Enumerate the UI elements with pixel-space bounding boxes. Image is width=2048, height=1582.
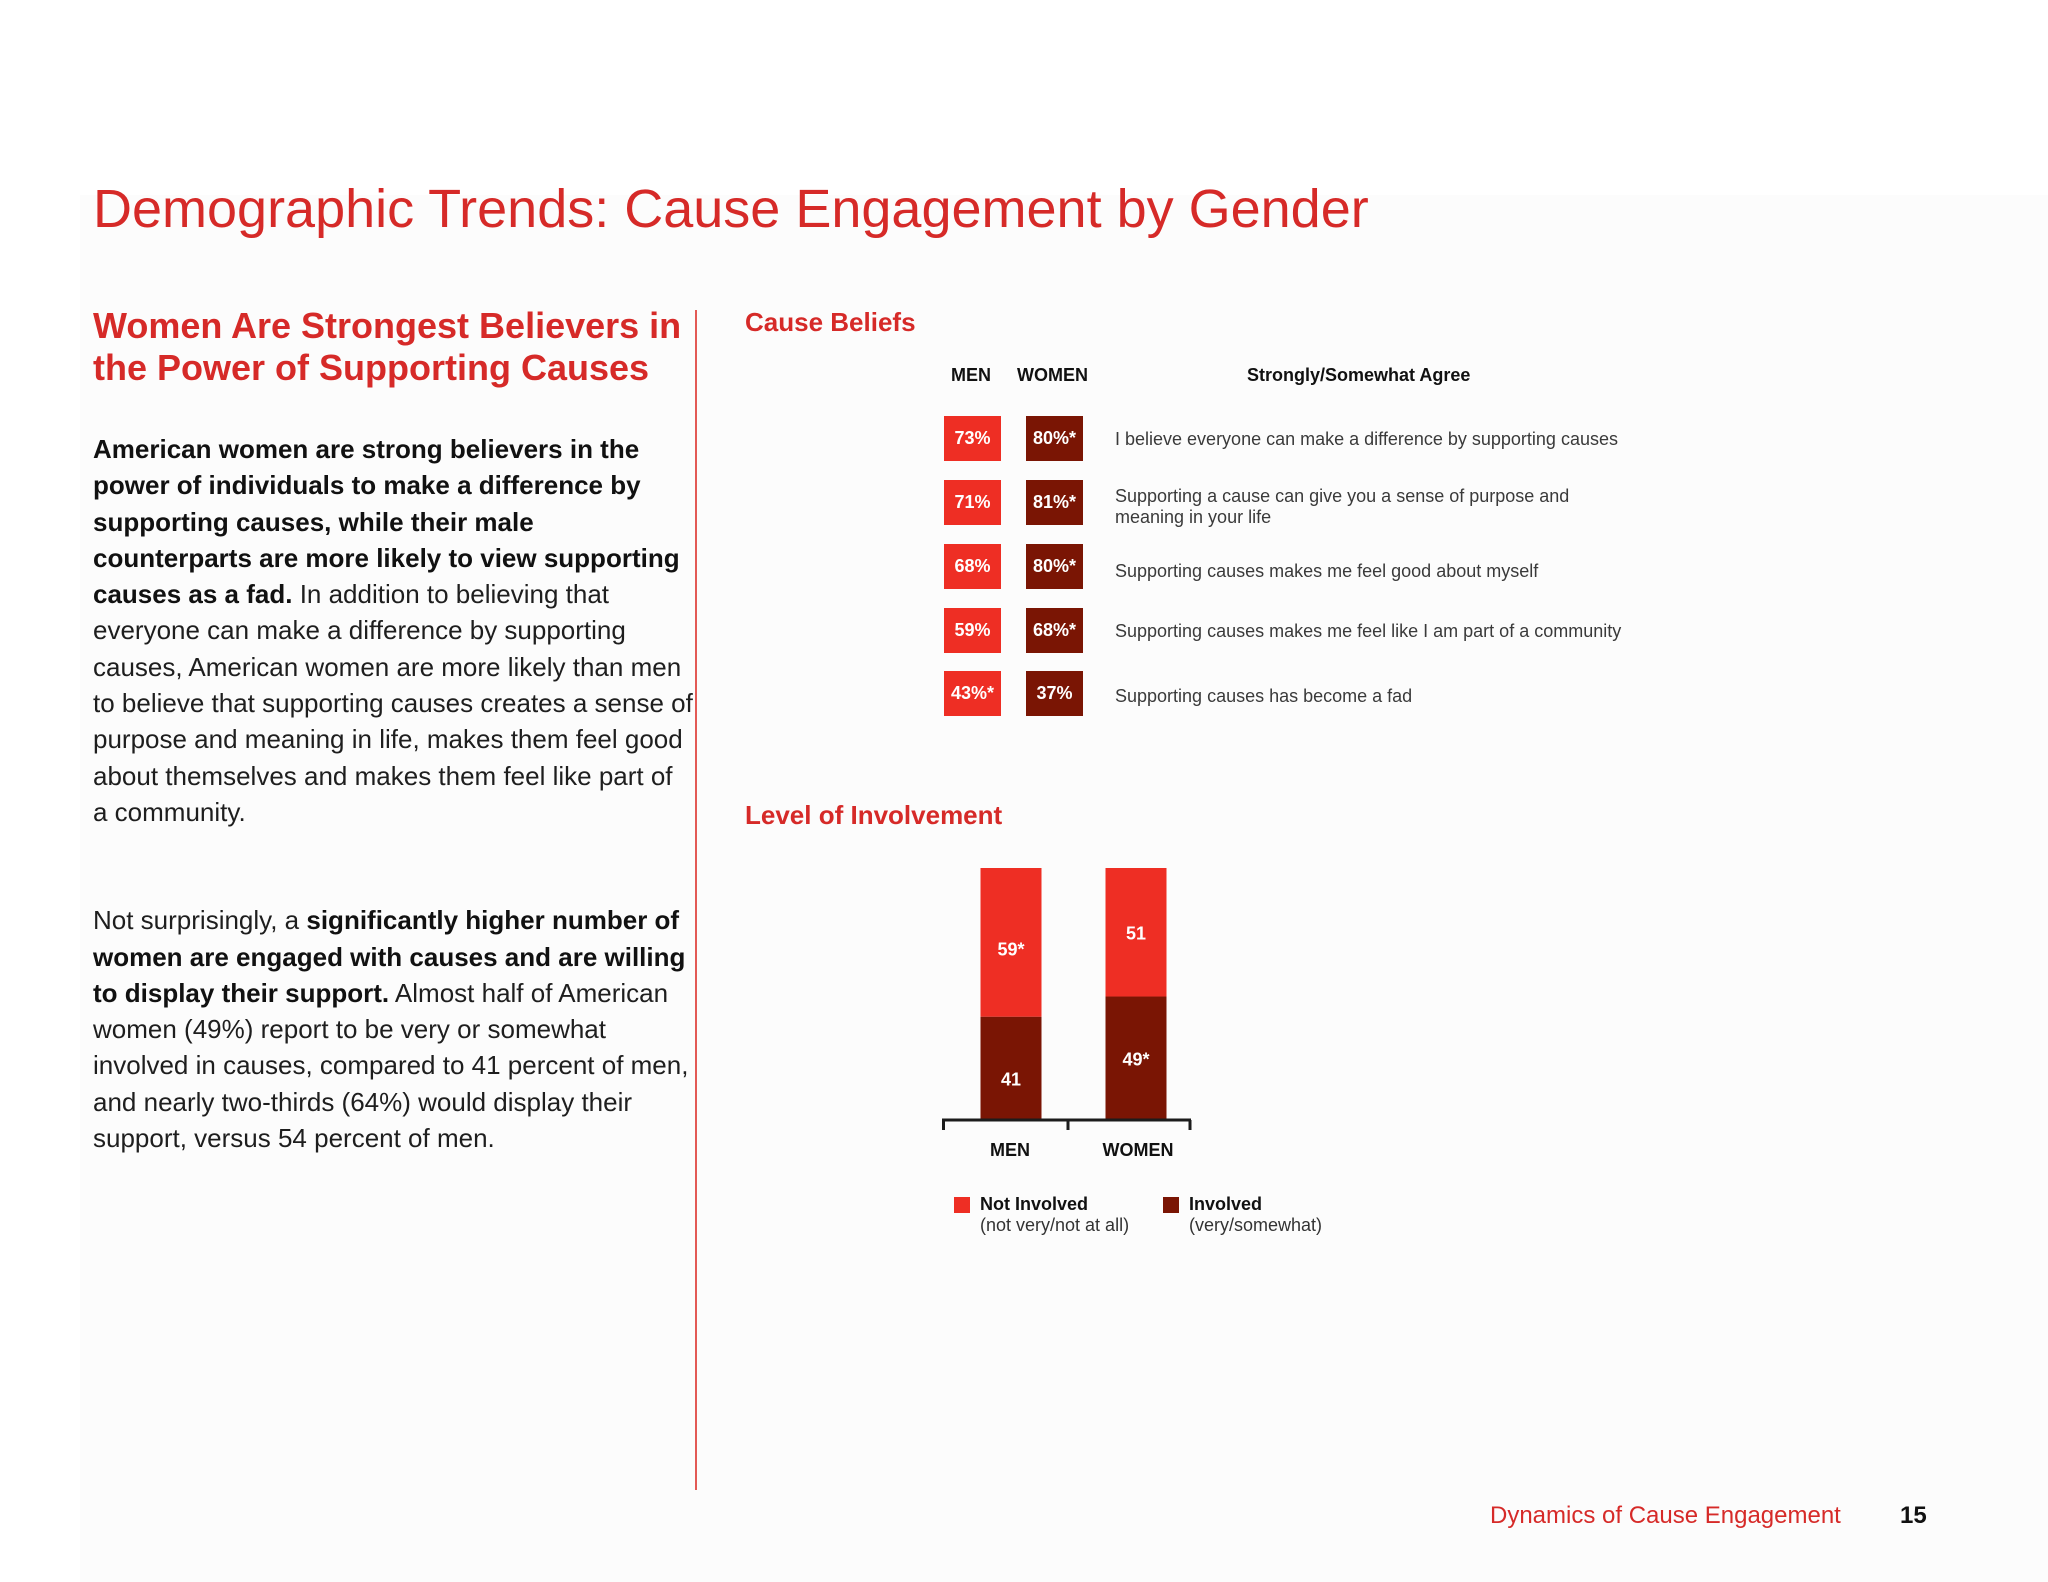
bar-women-not-involved — [1105, 868, 1167, 997]
belief-statement: Supporting causes makes me feel good abo… — [1115, 561, 1539, 581]
men-percent-badge: 73% — [944, 416, 1001, 461]
men-percent-badge: 43%* — [944, 671, 1001, 716]
column-divider — [695, 310, 697, 1490]
not-involved-swatch — [954, 1197, 970, 1213]
engagement-lead-text: Not surprisingly, a — [93, 905, 307, 936]
intro-text: In addition to believing that everyone c… — [93, 579, 693, 827]
women-column-header: WOMEN — [1017, 365, 1088, 385]
women-percent-badge: 80%* — [1026, 544, 1083, 589]
intro-bold-text: American women are strong believers in t… — [93, 434, 680, 610]
engagement-bold-text: significantly higher number of women are… — [93, 905, 686, 1008]
bar-value-label: 51 — [1126, 923, 1146, 943]
bar-men-involved — [980, 1016, 1042, 1120]
men-percent-badge: 59% — [944, 608, 1001, 653]
category-label-men: MEN — [990, 1140, 1030, 1160]
involvement-heading: Level of Involvement — [745, 800, 1003, 830]
not-involved-legend-label: Not Involved — [980, 1194, 1089, 1214]
men-column-header: MEN — [951, 365, 991, 385]
footer-title: Dynamics of Cause Engagement — [1490, 1502, 1841, 1529]
bar-value-label: 41 — [1001, 1069, 1021, 1089]
intro-paragraph: American women are strong believers in t… — [93, 431, 693, 830]
women-percent-badge: 81%* — [1026, 480, 1083, 525]
belief-statement: Supporting causes has become a fad — [1115, 686, 1413, 706]
agree-column-header: Strongly/Somewhat Agree — [1247, 365, 1471, 385]
engagement-paragraph: Not surprisingly, a significantly higher… — [93, 902, 693, 1156]
page-title: Demographic Trends: Cause Engagement by … — [93, 179, 1369, 239]
belief-statement: Supporting a cause can give you a sense … — [1115, 486, 1570, 527]
women-percent-badge: 37% — [1026, 671, 1083, 716]
bar-value-label: 49* — [1122, 1049, 1149, 1069]
bar-men-not-involved — [980, 868, 1042, 1017]
engagement-text: Almost half of American women (49%) repo… — [93, 977, 689, 1154]
involved-legend-label: Involved — [1189, 1194, 1263, 1214]
bar-women-involved — [1105, 996, 1167, 1120]
women-percent-badge: 80%* — [1026, 416, 1083, 461]
involvement-chart: 41 59* MEN 49* 51 WOMEN — [942, 868, 1192, 1160]
involved-swatch — [1163, 1197, 1179, 1213]
not-involved-legend-sub: (not very/not at all) — [980, 1215, 1130, 1235]
left-column: Women Are Strongest Believers in the Pow… — [93, 305, 693, 1156]
belief-statement: Supporting causes makes me feel like I a… — [1115, 621, 1622, 641]
women-percent-badge: 68%* — [1026, 608, 1083, 653]
men-percent-badge: 68% — [944, 544, 1001, 589]
involved-legend-sub: (very/somewhat) — [1189, 1215, 1323, 1235]
cause-beliefs-heading: Cause Beliefs — [745, 307, 916, 337]
section-heading: Women Are Strongest Believers in the Pow… — [93, 305, 682, 388]
bar-value-label: 59* — [997, 939, 1024, 959]
page-number: 15 — [1900, 1502, 1927, 1529]
category-label-women: WOMEN — [1103, 1140, 1174, 1160]
belief-statement: I believe everyone can make a difference… — [1115, 429, 1618, 449]
men-percent-badge: 71% — [944, 480, 1001, 525]
